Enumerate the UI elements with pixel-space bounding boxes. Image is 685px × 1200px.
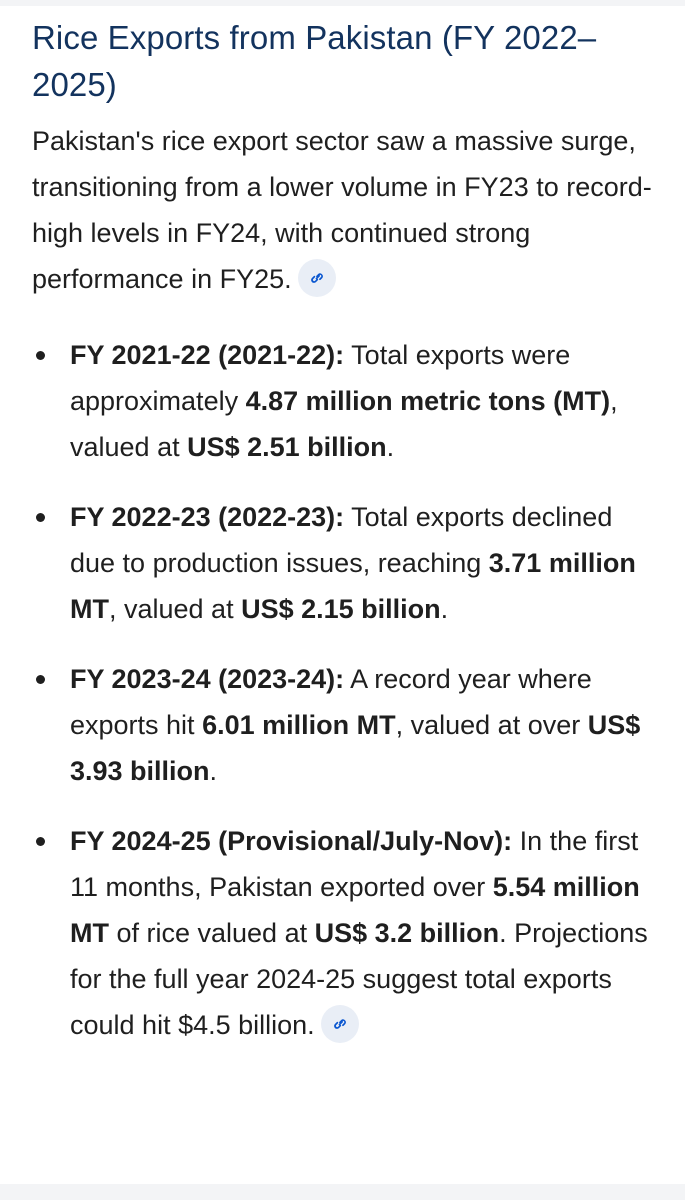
item-text: Total exports declined due to production… — [70, 502, 613, 578]
list-item: FY 2023-24 (2023-24): A record year wher… — [32, 656, 657, 794]
item-label: FY 2024-25 (Provisional/July-Nov): — [70, 826, 513, 856]
item-text: , valued at over — [395, 710, 588, 740]
item-label: FY 2021-22 (2021-22): — [70, 340, 345, 370]
item-text: , valued at — [108, 594, 242, 624]
source-link-button[interactable] — [297, 258, 336, 297]
item-text: , valued at — [70, 386, 618, 462]
item-value: US$ 3.93 billion — [70, 710, 641, 786]
item-value: US$ 2.51 billion — [187, 432, 387, 462]
link-icon — [333, 1019, 346, 1029]
item-text: . — [386, 432, 395, 462]
item-volume: 5.54 million MT — [70, 872, 640, 948]
page-title: Rice Exports from Pakistan (FY 2022–2025… — [32, 19, 597, 103]
item-text: Total exports were approximately — [70, 340, 571, 416]
item-value: US$ 2.15 billion — [241, 594, 441, 624]
item-volume: 4.87 million metric tons (MT) — [245, 386, 611, 416]
top-bar — [0, 0, 685, 6]
item-text: . — [209, 756, 218, 786]
item-text: A record year where exports hit — [70, 664, 592, 740]
list-item: FY 2021-22 (2021-22): Total exports were… — [32, 332, 657, 470]
item-volume: 3.71 million MT — [70, 548, 636, 624]
bullet — [36, 675, 45, 684]
intro-paragraph: Pakistan's rice export sector saw a mass… — [32, 118, 657, 302]
item-text: . Projections for the full year 2024-25 … — [70, 918, 648, 1040]
source-link-button[interactable] — [320, 1004, 359, 1043]
bullet — [36, 351, 45, 360]
bottom-bar — [0, 1184, 685, 1200]
bullet — [36, 837, 45, 846]
item-label: FY 2023-24 (2023-24): — [70, 664, 345, 694]
item-value: US$ 3.2 billion — [314, 918, 500, 948]
item-text: . — [440, 594, 449, 624]
response-content: Rice Exports from Pakistan (FY 2022–2025… — [32, 14, 657, 1072]
item-text: of rice valued at — [108, 918, 315, 948]
item-label: FY 2022-23 (2022-23): — [70, 502, 345, 532]
intro-text: Pakistan's rice export sector saw a mass… — [32, 126, 652, 294]
item-volume: 6.01 million MT — [202, 710, 396, 740]
list-item: FY 2024-25 (Provisional/July-Nov): In th… — [32, 818, 657, 1048]
list-item: FY 2022-23 (2022-23): Total exports decl… — [32, 494, 657, 632]
item-text: In the first 11 months, Pakistan exporte… — [70, 826, 639, 902]
bullet — [36, 513, 45, 522]
link-icon — [310, 273, 323, 283]
export-list: FY 2021-22 (2021-22): Total exports were… — [32, 332, 657, 1048]
